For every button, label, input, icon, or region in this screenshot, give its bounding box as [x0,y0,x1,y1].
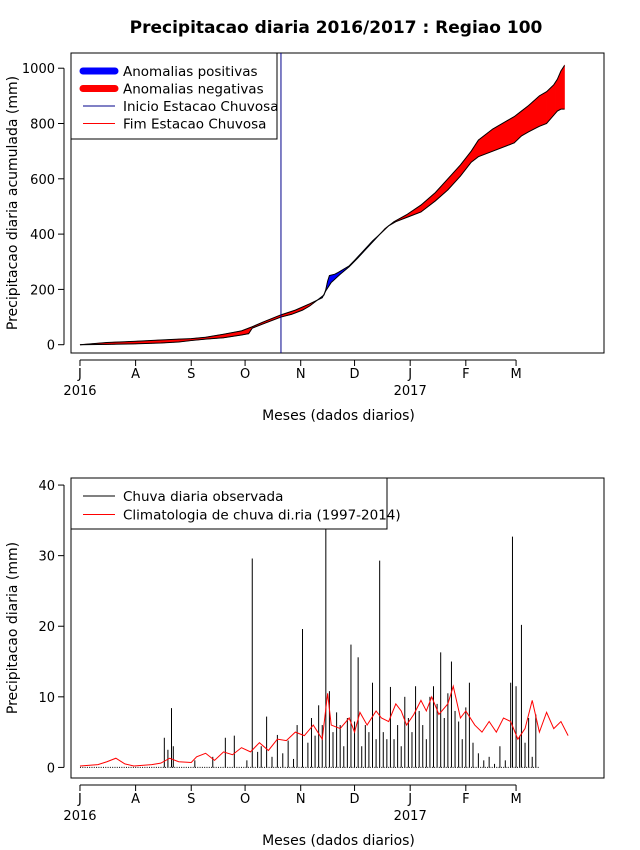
legend-label: Anomalias negativas [123,82,264,98]
x-tick-label: A [131,792,140,807]
x-tick-label: D [350,367,360,382]
x-tick-label: J [407,367,412,382]
x-axis-label: Meses (dados diarios) [262,833,415,849]
daily-plot-area [79,527,569,768]
x-tick-label: M [510,367,521,382]
observed-cumulative-line [79,108,565,346]
y-tick-label: 400 [30,228,55,243]
legend-box [70,52,278,140]
x-year-label: 2017 [394,809,427,824]
legend-label: Fim Estacao Chuvosa [123,117,266,133]
plot-frame [70,52,605,354]
cumulative-panel: 0 200 400 600 800 1000 J A S O N D J F M 2016 2017 Meses … [5,52,605,424]
y-tick-label: 800 [30,118,55,133]
climatology-daily-line [79,684,569,767]
anomaly-segment [562,64,565,110]
y-tick-label: 40 [38,479,55,494]
x-tick-label: A [131,367,140,382]
y-axis-label: Precipitacao diaria acumulada (mm) [5,76,21,330]
y-tick-label: 10 [38,691,55,706]
x-tick-label: M [510,792,521,807]
x-tick-label: D [350,792,360,807]
legend-label: Climatologia de chuva di.ria (1997-2014) [123,508,401,524]
legend-label: Chuva diaria observada [123,489,283,505]
x-tick-label: J [77,792,82,807]
x-tick-label: N [296,367,306,382]
y-tick-label: 30 [38,550,55,565]
x-tick-label: J [77,367,82,382]
x-axis-label: Meses (dados diarios) [262,408,415,424]
x-tick-label: S [187,367,195,382]
x-tick-label: S [187,792,195,807]
y-axis-label: Precipitacao diaria (mm) [5,542,21,714]
chart-title: Precipitacao diaria 2016/2017 : Regiao 1… [130,18,543,38]
x-tick-label: O [240,367,250,382]
x-year-label: 2016 [63,809,96,824]
x-tick-label: F [462,367,469,382]
legend-box [70,477,388,530]
legend-label: Anomalias positivas [123,64,258,80]
x-year-label: 2016 [63,384,96,399]
y-tick-label: 0 [47,761,55,776]
daily-panel: 0 10 20 30 40 J A S O N D J F M 2016 2017 Meses (dados d… [5,477,605,849]
x-tick-label: J [407,792,412,807]
x-tick-label: O [240,792,250,807]
y-tick-label: 200 [30,283,55,298]
legend-label: Inicio Estacao Chuvosa [123,99,278,115]
x-tick-label: F [462,792,469,807]
x-tick-label: N [296,792,306,807]
climatology-cumulative-line [79,65,565,346]
y-tick-label: 20 [38,620,55,635]
y-tick-label: 600 [30,173,55,188]
x-year-label: 2017 [394,384,427,399]
y-tick-label: 1000 [22,62,55,77]
y-tick-label: 0 [47,339,55,354]
